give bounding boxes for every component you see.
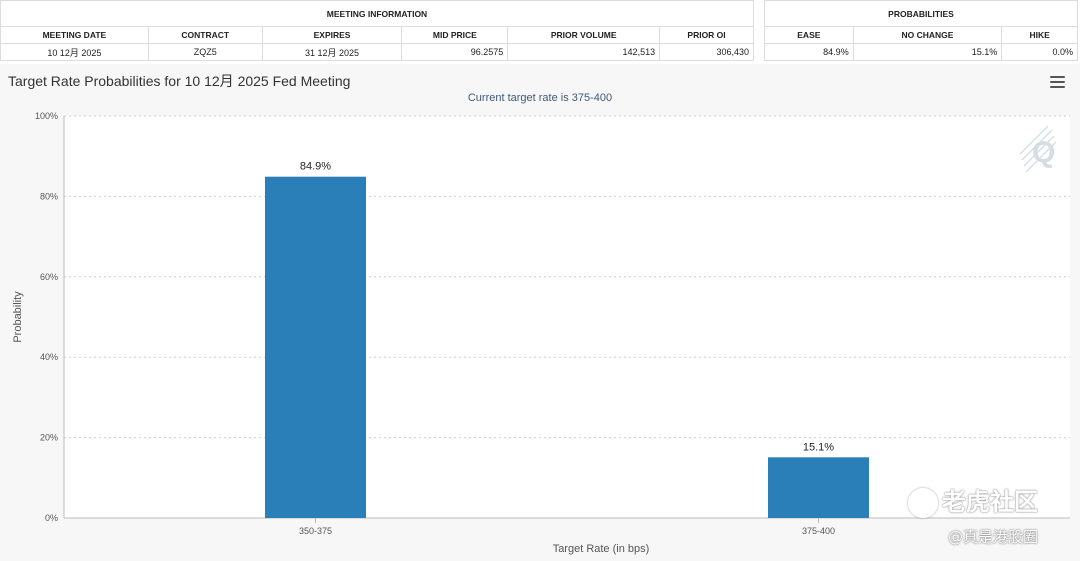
header-expires: EXPIRES (261, 26, 403, 44)
header-mid-price: MID PRICE (401, 26, 509, 44)
bar-350-375 (265, 176, 366, 518)
svg-text:Q: Q (1032, 136, 1055, 169)
y-axis-title: Probability (12, 291, 24, 343)
header-prior-oi: PRIOR OI (659, 26, 754, 44)
meeting-info-group-label: MEETING INFORMATION (0, 0, 754, 27)
value-mid-price: 96.2575 (401, 43, 509, 61)
value-prior-volume: 142,513 (507, 43, 661, 61)
value-expires: 31 12月 2025 (261, 43, 403, 61)
tiger-logo-icon (908, 488, 938, 518)
probabilities-table: PROBABILITIES EASE NO CHANGE HIKE 84.9% … (764, 0, 1078, 61)
data-label-350-375: 84.9% (300, 161, 331, 173)
x-axis-title: Target Rate (in bps) (553, 543, 650, 555)
chart-container: 0% 20% 40% 60% 80% 100% 84.9% 350-375 15.1% 375-4… (0, 64, 1080, 561)
y-tick-label: 100% (35, 111, 58, 121)
meeting-info-table: MEETING INFORMATION MEETING DATE CONTRAC… (0, 0, 754, 61)
plot-background (64, 116, 1070, 518)
x-tick-label-375-400: 375-400 (802, 526, 835, 536)
y-tick-label: 40% (40, 352, 58, 362)
x-tick-label-350-375: 350-375 (299, 526, 332, 536)
value-prior-oi: 306,430 (659, 43, 754, 61)
bar-chart: 0% 20% 40% 60% 80% 100% 84.9% 350-375 15.1% 375-4… (12, 111, 1070, 555)
header-prior-volume: PRIOR VOLUME (507, 26, 661, 44)
header-no-change: NO CHANGE (852, 26, 1003, 44)
value-meeting-date: 10 12月 2025 (0, 43, 149, 61)
watermark-handle: @真是港股圈 (948, 528, 1039, 546)
hamburger-menu-icon[interactable] (1050, 76, 1065, 88)
value-no-change: 15.1% (852, 43, 1003, 61)
header-hike: HIKE (1001, 26, 1078, 44)
value-contract: ZQZ5 (147, 43, 263, 61)
chart-subtitle: Current target rate is 375-400 (467, 92, 613, 104)
y-tick-label: 60% (40, 272, 58, 282)
header-meeting-date: MEETING DATE (0, 26, 149, 44)
y-tick-label: 20% (40, 433, 58, 443)
tiger-community-watermark: 老虎社区 (908, 482, 1038, 518)
value-hike: 0.0% (1001, 43, 1078, 61)
data-label-375-400: 15.1% (803, 441, 834, 453)
header-ease: EASE (764, 26, 854, 44)
probabilities-group-label: PROBABILITIES (764, 0, 1078, 27)
chart-title: Target Rate Probabilities for 10 12月 202… (8, 73, 351, 89)
bar-375-400 (768, 457, 869, 518)
q-watermark-icon: Q (1019, 125, 1057, 173)
watermark-brand: 老虎社区 (942, 488, 1038, 516)
header-contract: CONTRACT (147, 26, 263, 44)
value-ease: 84.9% (764, 43, 854, 61)
y-tick-label: 80% (40, 191, 58, 201)
y-tick-label: 0% (45, 513, 58, 523)
